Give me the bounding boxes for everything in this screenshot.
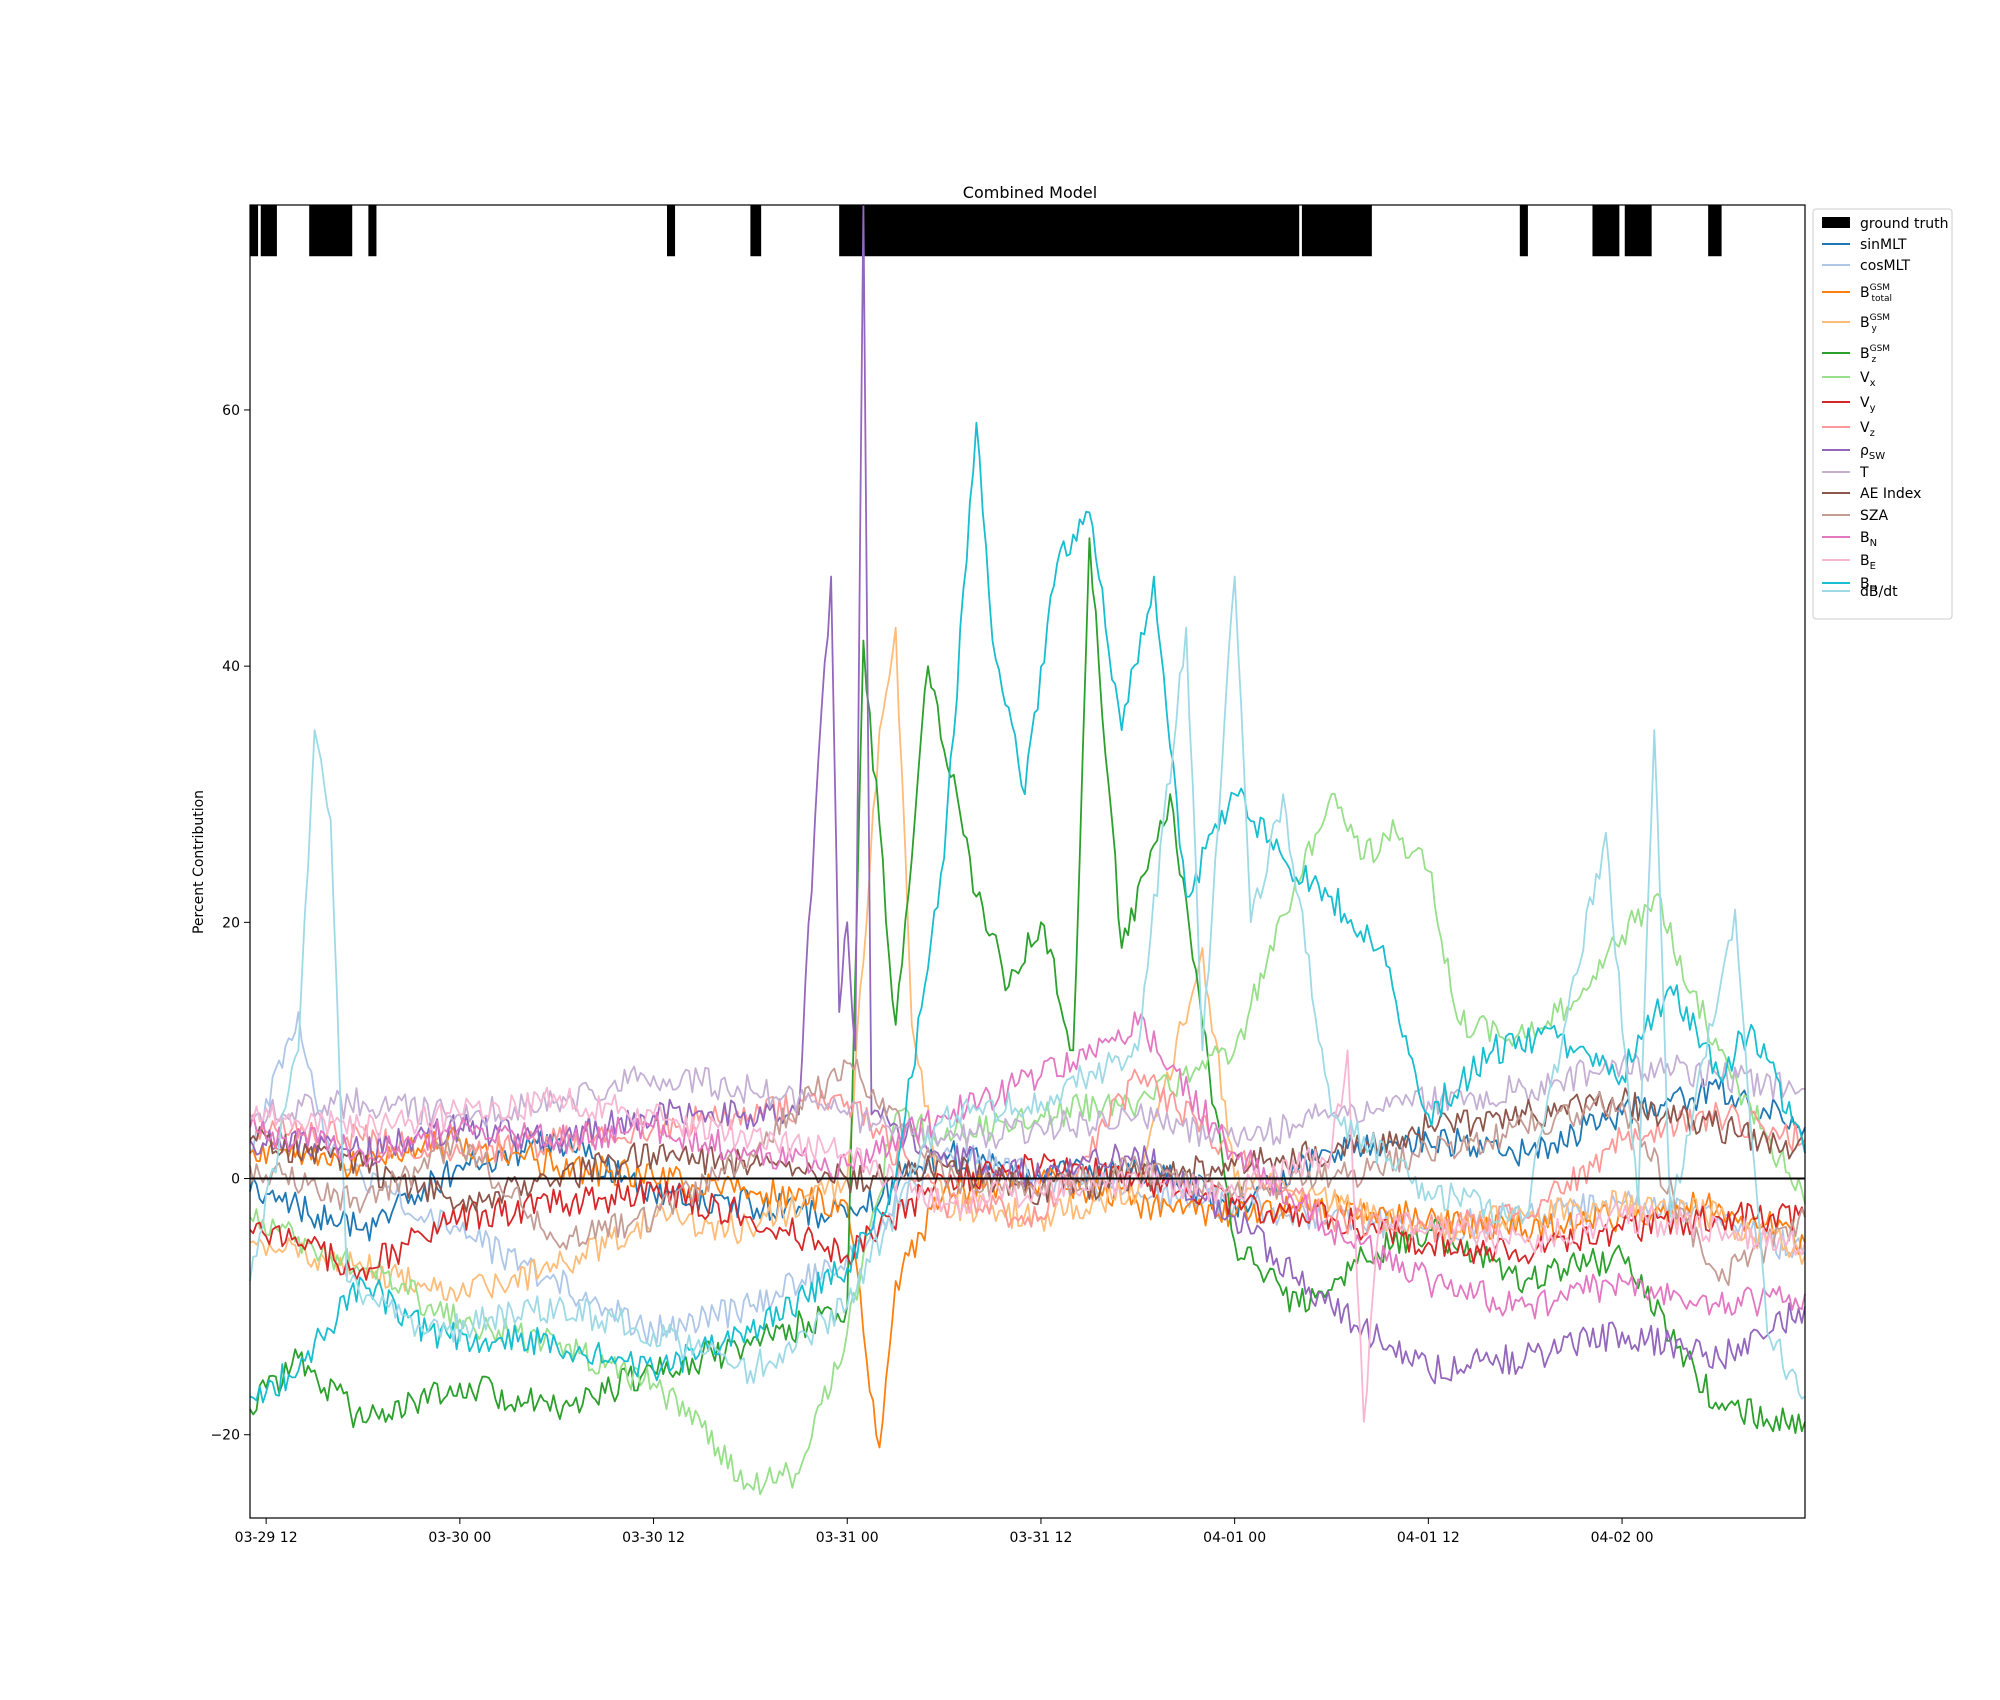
series-line — [249, 1068, 1806, 1243]
legend-label: BN — [1860, 530, 1877, 549]
ground-truth-bar — [1592, 205, 1620, 257]
legend-items: ground truth sinMLT cosMLT BGSM total BGSM y BG… — [1822, 216, 1948, 600]
x-tick-label: 03-31 12 — [1009, 1530, 1072, 1546]
legend-frame — [1812, 208, 1953, 620]
legend-label: ground truth — [1860, 216, 1948, 232]
ground-truth-bars — [250, 205, 1722, 257]
x-tick-label: 03-31 00 — [816, 1530, 879, 1546]
legend-label: BGSM y — [1860, 313, 1890, 334]
y-tick-label: 0 — [231, 1172, 240, 1188]
series-line — [249, 1126, 1806, 1449]
legend-label: sinMLT — [1860, 237, 1907, 253]
y-tick-label: −20 — [210, 1428, 240, 1444]
legend-label: BGSM z — [1860, 344, 1890, 365]
series-line — [249, 537, 1806, 1434]
ground-truth-bar — [368, 205, 377, 257]
ground-truth-bar — [1519, 205, 1528, 257]
legend-label: AE Index — [1860, 486, 1921, 502]
y-tick-label: 20 — [222, 915, 240, 931]
legend-label: Vy — [1860, 395, 1876, 414]
x-tick-label: 03-30 12 — [622, 1530, 685, 1546]
series-line — [249, 1049, 1806, 1423]
series-line — [249, 575, 1806, 1400]
ground-truth-bar — [260, 205, 277, 257]
series-line — [249, 1011, 1806, 1320]
plot-frame — [250, 205, 1805, 1518]
legend-label: Vz — [1860, 420, 1875, 439]
ground-truth-bar — [839, 205, 1300, 257]
y-axis-label: Percent Contribution — [191, 790, 207, 934]
plot-border — [249, 204, 1806, 1519]
series-line — [249, 1011, 1806, 1345]
x-tick-label: 04-01 12 — [1397, 1530, 1460, 1546]
ground-truth-bar — [666, 205, 676, 257]
legend-label: cosMLT — [1860, 258, 1911, 274]
ground-truth-bar — [1708, 205, 1722, 257]
y-tick-label: 60 — [222, 403, 240, 419]
x-tick-label: 03-30 00 — [428, 1530, 491, 1546]
y-axis: −20 0 20 40 60 — [210, 403, 250, 1444]
chart-title: Combined Model — [963, 183, 1097, 202]
y-tick-label: 40 — [222, 659, 240, 675]
series-line — [249, 204, 1806, 1385]
series-line — [249, 1153, 1806, 1281]
x-axis: 03-29 12 03-30 00 03-30 12 03-31 00 03-31 12… — [235, 1518, 1654, 1546]
x-tick-label: 04-02 00 — [1591, 1530, 1654, 1546]
legend-label: BE — [1860, 553, 1876, 572]
legend-label: T — [1859, 465, 1869, 481]
legend-label: BH — [1860, 576, 1877, 595]
legend-label: SZA — [1860, 508, 1888, 524]
ground-truth-bar — [1624, 205, 1652, 257]
legend-label: ρSW — [1860, 443, 1885, 462]
legend-swatch — [1822, 217, 1850, 228]
x-tick-label: 03-29 12 — [235, 1530, 298, 1546]
legend-label: dB/dt — [1860, 584, 1898, 600]
legend-label: Vx — [1860, 370, 1876, 389]
series-line — [249, 1052, 1805, 1150]
series-line — [249, 421, 1806, 1404]
legend-label: BGSM total — [1860, 283, 1892, 304]
x-tick-label: 04-01 00 — [1203, 1530, 1266, 1546]
series-line — [249, 626, 1806, 1302]
ground-truth-bar — [250, 205, 259, 257]
plot-area — [249, 204, 1806, 1519]
ground-truth-bar — [750, 205, 762, 257]
ground-truth-bar — [1301, 205, 1372, 257]
ground-truth-bar — [309, 205, 353, 257]
legend: ground truth sinMLT cosMLT BGSM total BGSM y BG… — [1812, 208, 1953, 620]
series-line — [249, 1058, 1806, 1287]
